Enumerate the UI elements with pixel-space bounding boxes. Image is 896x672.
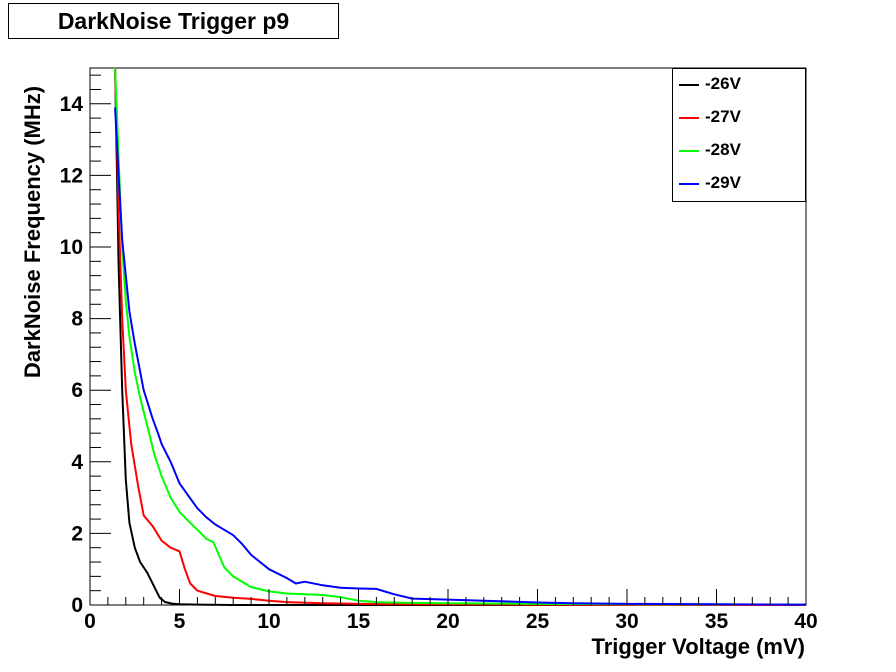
x-tick-label: 15 [347,610,371,633]
y-tick-label: 12 [60,164,83,187]
legend-item: -27V [673,106,805,130]
ticks-layer: 0 5 10 15 20 25 30 35 40 0 2 4 6 8 10 12 14 [60,74,818,633]
x-tick-label: 40 [794,610,817,633]
legend-label: -26V [705,74,741,93]
x-tick-label: 30 [615,610,638,633]
legend-swatch [679,150,699,152]
y-tick-label: 10 [60,236,83,259]
y-tick-label: 2 [71,522,83,545]
x-axis-label: Trigger Voltage (mV) [591,634,805,659]
legend-item: -26V [673,73,805,97]
legend-swatch [679,183,699,185]
y-tick-label: 0 [71,594,83,617]
legend-item: -29V [673,172,805,196]
legend-label: -27V [705,107,741,126]
series-line [114,67,807,606]
chart-title: DarkNoise Trigger p9 [8,3,339,39]
y-tick-label: 6 [71,379,83,402]
y-tick-label: 14 [60,93,84,116]
y-tick-label: 8 [71,308,83,331]
legend-swatch [679,84,699,86]
chart-title-text: DarkNoise Trigger p9 [57,7,290,34]
x-tick-label: 5 [174,610,186,633]
legend-item: -28V [673,139,805,163]
legend-label: -29V [705,173,741,192]
x-tick-label: 10 [257,610,280,633]
legend-swatch [679,117,699,119]
legend: -26V -27V -28V -29V [672,68,806,202]
series-line [114,107,807,606]
legend-label: -28V [705,140,741,159]
y-tick-label: 4 [71,451,83,474]
x-tick-label: 35 [705,610,729,633]
x-tick-label: 25 [526,610,550,633]
x-tick-label: 0 [84,610,96,633]
y-axis-label: DarkNoise Frequency (MHz) [20,86,45,378]
x-tick-label: 20 [436,610,459,633]
